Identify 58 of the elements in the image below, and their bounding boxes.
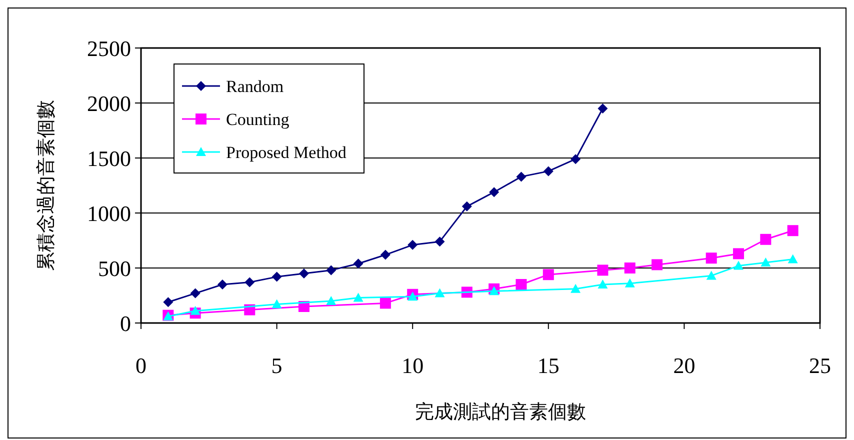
x-axis-title: 完成測試的音素個數: [415, 401, 586, 423]
point: [570, 284, 581, 293]
point: [543, 166, 554, 176]
x-tick-label: 10: [402, 353, 424, 378]
point: [434, 288, 445, 298]
point: [788, 254, 798, 264]
point: [489, 286, 500, 296]
point: [516, 279, 527, 290]
y-tick-label: 2000: [87, 91, 131, 116]
point: [217, 280, 228, 290]
point: [624, 278, 635, 288]
x-tick-label: 0: [136, 353, 146, 378]
y-tick-label: 0: [120, 311, 131, 336]
x-tick-label: 20: [673, 353, 696, 378]
point: [190, 288, 200, 298]
x-tick-label: 25: [809, 353, 831, 378]
point: [326, 265, 336, 276]
y-axis-title: 累積念過的音素個數: [35, 100, 57, 271]
point: [380, 298, 391, 309]
point: [706, 252, 717, 264]
legend-label: Random: [226, 77, 284, 96]
point: [597, 264, 608, 276]
x-tick-label: 5: [271, 353, 282, 378]
point: [733, 248, 744, 260]
legend-label: Counting: [226, 110, 290, 129]
point: [272, 299, 282, 308]
point: [598, 104, 608, 114]
point: [760, 258, 771, 266]
point: [326, 296, 336, 305]
point: [244, 277, 255, 288]
point: [353, 258, 364, 269]
point: [434, 236, 445, 247]
point: [462, 201, 472, 212]
y-tick-label: 1000: [87, 201, 131, 226]
point: [570, 154, 581, 164]
point: [652, 259, 663, 270]
point: [542, 269, 554, 280]
point: [190, 306, 200, 315]
point: [408, 240, 418, 250]
point: [489, 187, 500, 198]
point: [380, 250, 390, 260]
y-tick-label: 2500: [87, 36, 131, 61]
point: [408, 292, 418, 301]
point: [624, 262, 636, 274]
point: [163, 297, 174, 308]
point: [598, 280, 608, 288]
point: [298, 268, 309, 278]
point: [353, 292, 364, 302]
point: [787, 225, 798, 236]
x-tick-label: 15: [537, 353, 560, 378]
y-tick-label: 500: [98, 256, 131, 281]
point: [516, 172, 526, 182]
legend-label: Proposed Method: [226, 143, 347, 162]
point: [272, 272, 282, 282]
point: [734, 260, 744, 270]
y-tick-label: 1500: [87, 146, 131, 171]
point: [706, 270, 716, 280]
point: [760, 234, 772, 245]
